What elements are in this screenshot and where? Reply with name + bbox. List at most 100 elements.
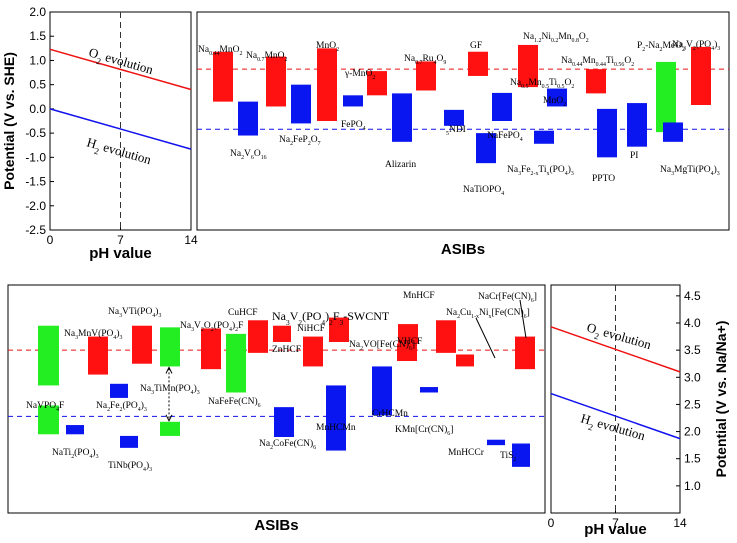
- bar-na0-44mno2: [213, 51, 233, 102]
- x-tick-label: 7: [117, 233, 124, 247]
- bar-label: TiS2: [500, 451, 516, 463]
- bar-cuhcf: [248, 320, 268, 353]
- bar-label: NaVPO4F: [26, 401, 64, 413]
- h2-evolution-annotation: H2 evolution: [578, 410, 647, 447]
- bar-label: Na3V2(PO4)3: [672, 39, 720, 52]
- x-tick-label: 0: [47, 233, 54, 247]
- y-tick-label: 2.5: [684, 397, 701, 411]
- bar-fepo4: [343, 95, 363, 107]
- top-left-x-axis-title: pH value: [89, 245, 152, 262]
- bar-label: P2-Na2MeO2: [637, 41, 685, 53]
- bar-na3v2-po4-3: [691, 46, 711, 106]
- bar-nacr-fe-cn-6-: [515, 336, 535, 370]
- bar-label: Na0.7Ru4O9: [404, 54, 446, 66]
- bar-nihcf: [303, 336, 323, 367]
- bottom-left-x-axis-title: ASIBs: [254, 517, 298, 534]
- bar-na3v2-po4-2f3-swcnt: [329, 317, 349, 342]
- bar-label: MnO2: [316, 41, 339, 53]
- bar-label: PPTO: [592, 174, 615, 184]
- bar-label: Na3V2O2(PO4)2F: [180, 320, 243, 333]
- bar-label: Na2V6O16: [230, 149, 267, 161]
- bar-label: FePO4: [341, 120, 366, 132]
- bar-na0-7mno2: [266, 56, 286, 107]
- bar-tis2: [512, 443, 530, 467]
- h2-evolution-line: [49, 108, 192, 150]
- o2-evolution-line: [49, 48, 192, 91]
- pointer-arrow-cu: [475, 317, 496, 359]
- bar-nafefe-cn-6: [226, 333, 246, 393]
- bar-label: GF: [470, 41, 482, 51]
- top-right-x-axis-title: ASIBs: [441, 241, 485, 258]
- y-tick-label: -2.5: [25, 223, 46, 237]
- h2-evolution-annotation: H2 evolution: [84, 134, 153, 171]
- bar-na2fe2-po4-3: [110, 383, 128, 398]
- bar-mno2: [547, 88, 567, 107]
- bar-mno2: [317, 48, 337, 122]
- bar-mnhcmn: [326, 385, 346, 451]
- bar-label: MnHCF: [403, 291, 435, 301]
- bar-label: Na0.44MnO2: [198, 45, 242, 57]
- y-tick-label: 3.5: [684, 343, 701, 357]
- bar-label: Na0.44Mn0.44Ti0.56O2: [561, 56, 634, 68]
- x-tick-label: 7: [612, 516, 619, 530]
- bottom-right-x-axis-title: pH value: [584, 521, 647, 538]
- bar-na3mgti-po4-3: [663, 122, 683, 142]
- y-tick-label: 1.0: [684, 479, 701, 493]
- bar-label: KMn[Cr(CN)6]: [395, 424, 453, 437]
- top-right-axes-frame: [196, 11, 730, 231]
- bar-label: Na2Cu1-xNix[Fe(CN)6]: [446, 307, 530, 320]
- bar-label: Na3TiMn(PO4)3: [140, 383, 200, 396]
- o2-evolution-line: [550, 326, 681, 373]
- bar-label: NaTi2(PO4)3: [52, 447, 99, 460]
- bar-mnhccr: [487, 439, 505, 446]
- bar-na2v6o16: [238, 101, 258, 136]
- bar-na3v2o2-po4-2f: [201, 328, 221, 370]
- bar-label: γ-MnO2: [344, 69, 375, 81]
- bar-gf: [468, 51, 488, 76]
- bar-label: 5NDI: [446, 125, 466, 137]
- bar-label: NaTiOPO4: [463, 185, 504, 197]
- y-tick-label: -2.0: [25, 199, 46, 213]
- bar-5ndi: [444, 109, 464, 126]
- bar-na3fe2-xtix-po4-3: [534, 130, 554, 144]
- bar-label: Alizarin: [385, 160, 416, 170]
- bar-na0-44mn0-44ti0-56o2: [586, 69, 606, 94]
- y-tick-label: -1.5: [25, 175, 46, 189]
- y-tick-label: 3.0: [684, 370, 701, 384]
- bar-label: NaFePO4: [487, 131, 523, 143]
- bar-vhcf: [397, 343, 417, 361]
- y-tick-label: 2.0: [29, 5, 46, 19]
- bar-label: NaFeFe(CN)6: [208, 396, 261, 409]
- bar-pi: [627, 103, 647, 147]
- bar-label: TiNb(PO4)3: [108, 460, 152, 473]
- y-tick-label: 1.5: [684, 452, 701, 466]
- bar-label: Na3VTi(PO4)3: [108, 306, 161, 319]
- bar-label: Na0.7MnO2: [246, 51, 288, 63]
- bottom-left-axes-frame: [7, 284, 546, 514]
- x-tick-label: 0: [548, 516, 555, 530]
- bar-tinb-po4-3: [120, 435, 138, 448]
- bar-label: MnHCCr: [448, 448, 485, 458]
- bar-na2cu1-xnix-fe-cn-6-: [456, 354, 474, 367]
- bar-label: Na3MnV(PO4)3: [64, 328, 123, 341]
- bar-ppto: [597, 108, 617, 158]
- y-tick-label: 4.0: [684, 316, 701, 330]
- bar-natiopo4: [476, 133, 496, 164]
- bar-nati2-po4-3: [66, 425, 84, 435]
- arrow-head-down: [165, 414, 173, 422]
- y-tick-label: 4.5: [684, 289, 701, 303]
- bar-mnhcf: [436, 320, 456, 353]
- top-left-y-axis-title: Potential (V vs. SHE): [1, 52, 17, 190]
- bar-label: Na2FeP2O7: [279, 135, 321, 147]
- bar-crhcmn: [372, 366, 392, 416]
- bar-na2fep2o7: [291, 84, 311, 124]
- bar-label: Na2VO[Fe(CN)6]: [349, 339, 415, 352]
- bar-navpo4f: [38, 325, 59, 386]
- bar-label: Na1.2Ni0.2Mn0.8O2: [523, 32, 589, 44]
- x-tick-label: 14: [184, 233, 198, 247]
- bar-na3timn-po4-3-low-: [160, 421, 180, 436]
- y-tick-label: 2.0: [684, 425, 701, 439]
- bar-label: CrHCMn: [372, 409, 408, 419]
- bar-label: PI: [630, 151, 638, 161]
